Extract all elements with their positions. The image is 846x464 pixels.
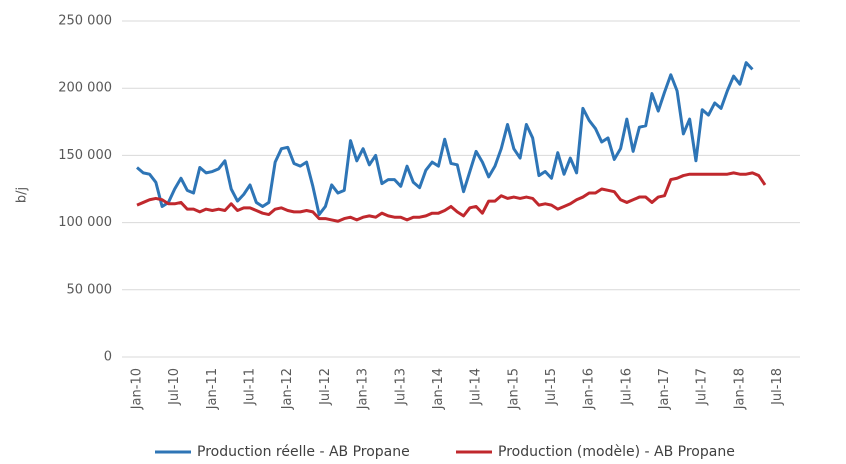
y-tick-label: 50 000 [67,282,113,297]
x-tick-label: Jul-12 [318,368,333,406]
x-tick-label: Jul-18 [770,368,785,406]
x-tick-label: Jan-17 [657,368,672,410]
x-tick-label: Jul-13 [393,368,408,406]
y-tick-label: 0 [104,350,112,365]
x-tick-label: Jan-14 [431,368,446,410]
x-tick-label: Jul-17 [695,368,710,406]
data-line [136,171,767,223]
x-tick-label: Jul-16 [619,368,634,406]
y-axis-label: b/j [15,187,30,203]
legend-label: Production réelle - AB Propane [197,444,410,460]
y-tick-label: 250 000 [58,14,112,29]
x-tick-label: Jul-11 [243,368,258,406]
x-tick-label: Jan-10 [130,368,145,410]
y-tick-label: 200 000 [58,81,112,96]
x-tick-label: Jan-11 [205,368,220,410]
x-tick-label: Jul-10 [167,368,182,406]
x-tick-label: Jul-14 [469,368,484,406]
y-tick-label: 100 000 [58,215,112,230]
x-tick-label: Jan-16 [582,368,597,410]
x-tick-label: Jan-12 [280,368,295,410]
x-tick-label: Jan-18 [732,368,747,410]
y-tick-label: 150 000 [58,148,112,163]
legend-label: Production (modèle) - AB Propane [498,444,735,460]
x-tick-label: Jul-15 [544,368,559,406]
x-tick-label: Jan-13 [356,368,371,410]
data-line [136,61,754,217]
legend: Production réelle - AB Propane Production… [155,444,735,460]
x-tick-label: Jan-15 [506,368,521,410]
